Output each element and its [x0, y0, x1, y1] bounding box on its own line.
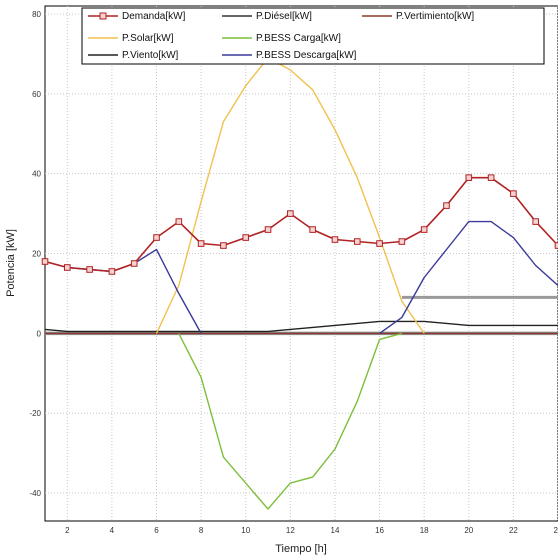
data-point-demanda — [220, 242, 227, 249]
x-tick-label: 24 — [554, 526, 558, 535]
legend-box — [81, 7, 545, 65]
legend-label-p-solar-kw: P.Solar[kW] — [122, 33, 174, 44]
series-line-demanda-kw — [44, 176, 558, 273]
y-tick-label: 0 — [37, 329, 42, 338]
legend-label-p-bess-carga-kw: P.BESS Carga[kW] — [256, 33, 341, 44]
data-point-demanda — [510, 190, 517, 197]
data-point-demanda — [331, 236, 339, 243]
y-tick-label: 60 — [32, 90, 41, 99]
data-point-demanda — [353, 238, 361, 245]
series-line-p-solar-kw — [155, 57, 425, 334]
x-tick-label: 6 — [154, 526, 159, 535]
series-line-p-bess-carga-kw — [178, 332, 403, 510]
legend: Demanda[kW] P.Diésel[kW] P.Vertimiento[kW]… — [81, 7, 545, 65]
x-tick-label: 14 — [331, 526, 340, 535]
data-point-demanda — [443, 202, 450, 209]
data-point-demanda — [175, 218, 183, 225]
data-point-demanda — [465, 174, 473, 181]
y-tick-label: 20 — [32, 250, 41, 259]
x-tick-label: 16 — [375, 526, 384, 535]
data-point-demanda — [376, 240, 383, 247]
data-point-demanda — [242, 234, 250, 241]
x-tick-label: 12 — [286, 526, 295, 535]
plot-area — [44, 5, 558, 522]
legend-label-p-viento-kw: P.Viento[kW] — [122, 50, 179, 61]
y-tick-label: -40 — [29, 489, 41, 498]
legend-label-demanda-kw: Demanda[kW] — [122, 11, 186, 22]
x-tick-label: 22 — [509, 526, 518, 535]
data-point-demanda — [108, 268, 116, 275]
grid — [45, 6, 558, 521]
x-tick-label: 2 — [65, 526, 70, 535]
x-tick-label: 4 — [110, 526, 115, 535]
data-point-demanda — [487, 174, 495, 181]
legend-label-p-di-sel-kw: P.Diésel[kW] — [256, 11, 312, 22]
data-point-demanda — [287, 210, 294, 217]
data-point-demanda — [532, 218, 539, 225]
legend-label-p-bess-descarga-kw: P.BESS Descarga[kW] — [256, 50, 357, 61]
data-point-demanda — [554, 242, 558, 249]
data-point-demanda — [309, 226, 316, 233]
data-point-demanda — [86, 266, 93, 273]
data-point-demanda — [197, 240, 205, 247]
legend-label-p-vertimiento-kw: P.Vertimiento[kW] — [396, 11, 474, 22]
x-tick-label: 8 — [199, 526, 204, 535]
y-axis-label: Potencia [kW] — [5, 229, 17, 297]
y-tick-label: 40 — [32, 170, 41, 179]
x-tick-label: 20 — [464, 526, 473, 535]
data-point-demanda — [64, 264, 71, 271]
data-point-demanda — [153, 234, 160, 241]
data-point-demanda — [41, 258, 49, 265]
data-point-demanda — [130, 260, 138, 267]
series-group — [41, 57, 558, 510]
x-tick-label: 18 — [420, 526, 429, 535]
legend-marker-demanda-kw — [99, 12, 107, 20]
data-point-demanda — [264, 226, 272, 233]
data-point-demanda — [398, 238, 406, 245]
x-tick-label: 10 — [241, 526, 250, 535]
data-point-demanda — [420, 226, 428, 233]
y-tick-label: 80 — [32, 10, 41, 19]
x-axis-label: Tiempo [h] — [275, 543, 327, 555]
y-tick-label: -20 — [29, 409, 41, 418]
series-line-p-viento-kw — [44, 320, 558, 333]
